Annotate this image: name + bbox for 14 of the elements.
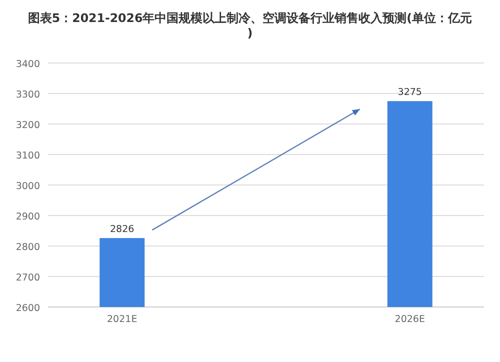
data-label: 3275 <box>398 87 422 98</box>
y-tick-label: 3100 <box>16 150 40 162</box>
y-tick-label: 3200 <box>16 120 40 131</box>
y-tick-label: 3300 <box>16 90 40 100</box>
x-tick-label: 2026E <box>394 314 425 325</box>
y-tick-label: 2600 <box>16 303 40 314</box>
x-tick-label: 2021E <box>107 314 138 325</box>
y-tick-label: 2800 <box>16 242 40 253</box>
data-label: 2826 <box>110 224 134 236</box>
y-tick-label: 2700 <box>16 272 40 284</box>
y-tick-label: 3400 <box>16 59 40 70</box>
y-tick-label: 2900 <box>16 212 40 222</box>
chart-title: 图表5：2021-2026年中国规模以上制冷、空调设备行业销售收入预测(单位：亿元) <box>28 11 472 40</box>
y-tick-label: 3000 <box>16 181 40 192</box>
